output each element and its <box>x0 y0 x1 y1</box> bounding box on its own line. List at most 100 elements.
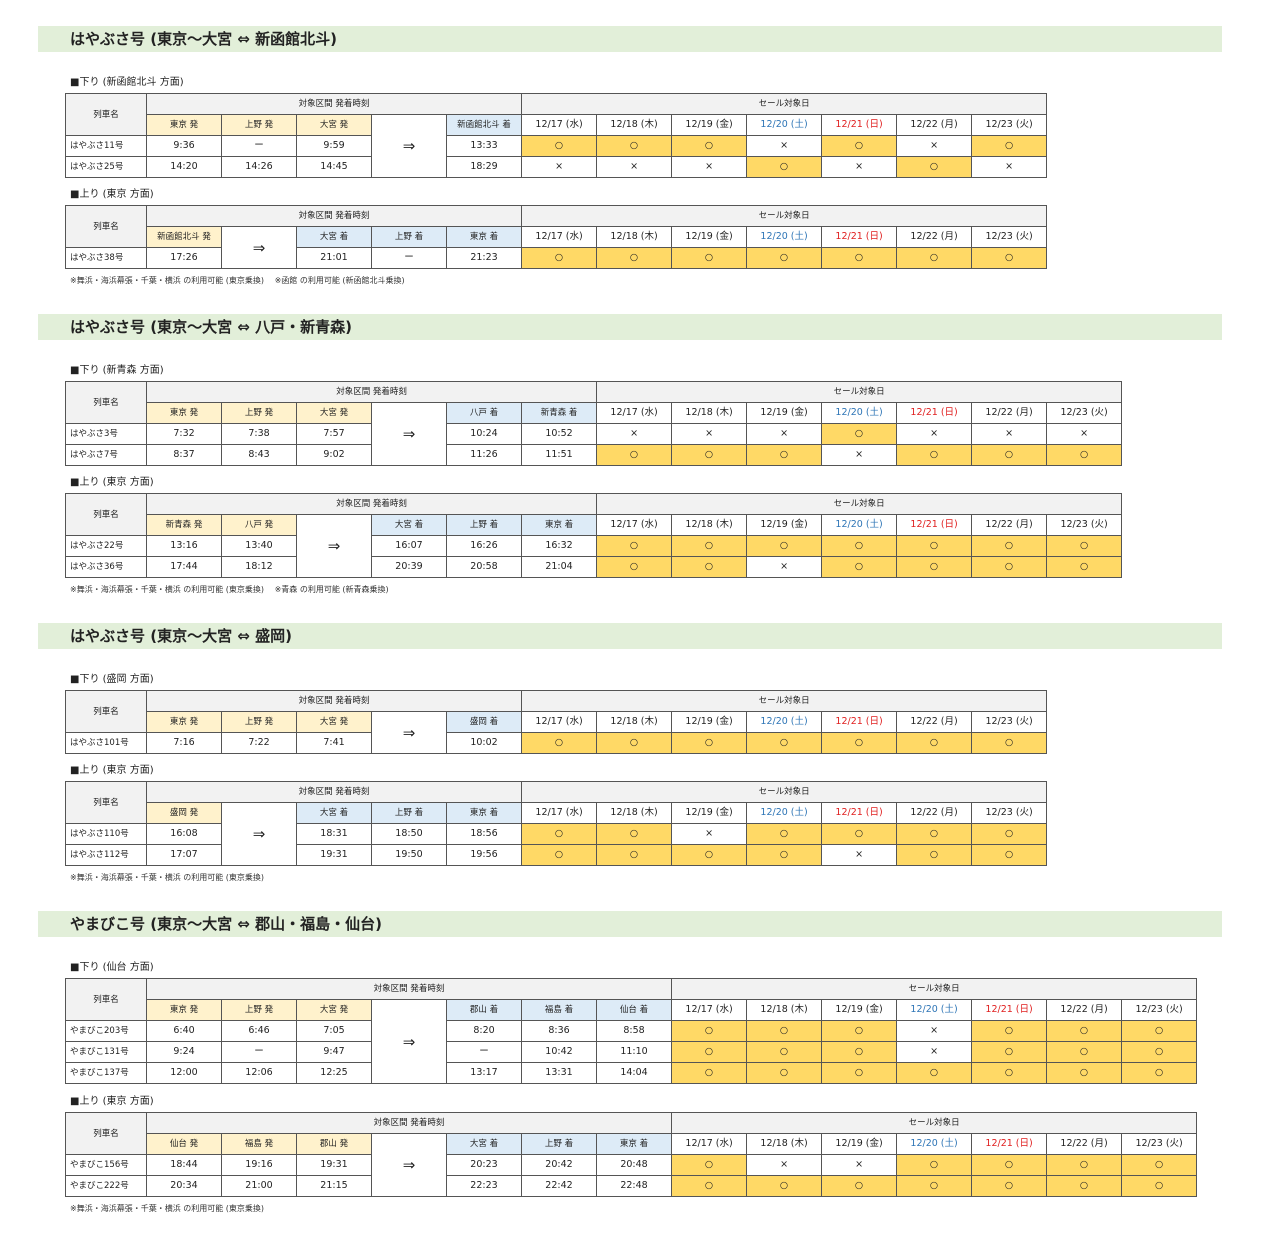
departure-time: 9:59 <box>296 135 372 157</box>
direction-arrow: ⇒ <box>371 711 447 754</box>
sale-availability: ○ <box>821 135 898 157</box>
timetable: 列車名 対象区間 発着時刻 セール対象日 新函館北斗 発 ⇒ 大宮 着上野 着東京 着 12… <box>65 205 1048 269</box>
direction-arrow: ⇒ <box>371 999 447 1084</box>
arrival-station-header: 新函館北斗 着 <box>445 114 523 136</box>
train-name: やまびこ131号 <box>65 1041 147 1063</box>
sale-dates-header: セール対象日 <box>596 381 1123 403</box>
sale-availability: ○ <box>1046 1154 1123 1176</box>
sale-availability: × <box>821 156 898 178</box>
sale-date-header: 12/17 (水) <box>671 999 748 1021</box>
sale-availability: ○ <box>971 1020 1048 1042</box>
arrival-station-header: 東京 着 <box>520 514 598 536</box>
arrival-time: 22:23 <box>446 1175 522 1197</box>
sale-availability: ○ <box>1121 1041 1198 1063</box>
sale-availability: ○ <box>671 556 748 578</box>
sale-availability: ○ <box>1046 1020 1123 1042</box>
sale-date-header: 12/22 (月) <box>1046 1133 1123 1155</box>
departure-time: 7:32 <box>146 423 222 445</box>
timetable: 列車名 対象区間 発着時刻 セール対象日 東京 発上野 発大宮 発 ⇒ 郡山 着福島 着仙… <box>65 978 1198 1084</box>
departure-station-header: 上野 発 <box>221 114 297 136</box>
sale-availability: ○ <box>1121 1175 1198 1197</box>
sale-date-header: 12/18 (木) <box>746 1133 823 1155</box>
sale-availability: ○ <box>821 1020 898 1042</box>
departure-time: 6:46 <box>221 1020 297 1042</box>
sale-availability: × <box>746 556 823 578</box>
table-row: やまびこ222号 20:34 21:00 21:15 22:23 22:42 22:48 ○ ○… <box>65 1175 1198 1197</box>
timetable: 列車名 対象区間 発着時刻 セール対象日 東京 発上野 発大宮 発 ⇒ 盛岡 着 12/17… <box>65 690 1048 754</box>
section-title: はやぶさ号 (東京～大宮 ⇔ 盛岡) <box>38 623 1222 649</box>
sale-availability: ○ <box>521 135 598 157</box>
departure-station-header: 東京 発 <box>146 711 222 733</box>
timetable-header: 対象区間 発着時刻 <box>145 781 523 803</box>
sale-date-header: 12/20 (土) <box>896 1133 973 1155</box>
departure-station-header: 大宮 発 <box>296 999 372 1021</box>
table-row: はやぶさ25号 14:20 14:26 14:45 18:29 × × × ○ × ○ × <box>65 156 1048 178</box>
train-name: はやぶさ25号 <box>65 156 147 178</box>
sale-dates-header: セール対象日 <box>521 205 1048 227</box>
sale-availability: × <box>671 823 748 845</box>
departure-time: 19:31 <box>296 1154 372 1176</box>
arrival-station-header: 東京 着 <box>445 802 523 824</box>
sale-date-header: 12/18 (木) <box>671 514 748 536</box>
footnote: ※舞浜・海浜幕張・千葉・横浜 の利用可能 (東京乗換) ※青森 の利用可能 (新… <box>70 585 389 594</box>
sale-date-header: 12/18 (木) <box>596 226 673 248</box>
arrival-time: 11:10 <box>595 1041 673 1063</box>
train-name-header: 列車名 <box>65 381 147 424</box>
sale-availability: ○ <box>746 247 823 269</box>
sale-date-header: 12/18 (木) <box>671 402 748 424</box>
sale-availability: ○ <box>971 1062 1048 1084</box>
sale-availability: ○ <box>971 247 1048 269</box>
train-name-header: 列車名 <box>65 781 147 824</box>
train-name: はやぶさ38号 <box>65 247 147 269</box>
table-row: はやぶさ38号 17:26 21:01 ー 21:23 ○ ○ ○ ○ ○ ○ ○ <box>65 247 1048 269</box>
arrival-time: 20:23 <box>446 1154 522 1176</box>
departure-station-header: 上野 発 <box>221 711 297 733</box>
departure-station-header: 大宮 発 <box>296 114 372 136</box>
sale-availability: ○ <box>671 732 748 754</box>
sale-availability: × <box>521 156 598 178</box>
departure-station-header: 上野 発 <box>221 402 297 424</box>
departure-time: 7:22 <box>221 732 297 754</box>
direction-arrow: ⇒ <box>371 114 447 178</box>
arrival-station-header: 仙台 着 <box>595 999 673 1021</box>
train-name: はやぶさ110号 <box>65 823 147 845</box>
sale-availability: × <box>971 423 1048 445</box>
timetable: 列車名 対象区間 発着時刻 セール対象日 東京 発上野 発大宮 発 ⇒ 新函館北斗 着 12… <box>65 93 1048 178</box>
sale-availability: ○ <box>596 844 673 866</box>
sale-date-header: 12/23 (火) <box>1046 514 1123 536</box>
train-name: はやぶさ7号 <box>65 444 147 466</box>
direction-arrow: ⇒ <box>371 1133 447 1197</box>
sale-availability: ○ <box>671 1154 748 1176</box>
arrival-time: 13:31 <box>521 1062 597 1084</box>
sale-date-header: 12/18 (木) <box>596 711 673 733</box>
arrival-time: 10:02 <box>445 732 523 754</box>
arrival-time: 20:48 <box>595 1154 673 1176</box>
sale-availability: ○ <box>671 1020 748 1042</box>
sale-availability: ○ <box>596 444 673 466</box>
arrival-time: 21:23 <box>445 247 523 269</box>
arrival-station-header: 大宮 着 <box>296 226 372 248</box>
sale-availability: ○ <box>1046 444 1123 466</box>
sale-availability: ○ <box>521 732 598 754</box>
arrival-time: 13:33 <box>445 135 523 157</box>
timetable: 列車名 対象区間 発着時刻 セール対象日 仙台 発福島 発郡山 発 ⇒ 大宮 着上野 着東… <box>65 1112 1198 1197</box>
departure-time: 7:57 <box>296 423 372 445</box>
sale-availability: ○ <box>821 1041 898 1063</box>
sale-availability: ○ <box>896 823 973 845</box>
departure-time: 7:05 <box>296 1020 372 1042</box>
footnote: ※舞浜・海浜幕張・千葉・横浜 の利用可能 (東京乗換) ※函館 の利用可能 (新… <box>70 276 405 285</box>
departure-time: 7:16 <box>146 732 222 754</box>
departure-time: 9:36 <box>146 135 222 157</box>
sale-availability: ○ <box>971 1041 1048 1063</box>
sale-availability: ○ <box>671 1041 748 1063</box>
departure-time: 21:00 <box>221 1175 297 1197</box>
sale-date-header: 12/22 (月) <box>896 226 973 248</box>
sale-date-header: 12/19 (金) <box>746 402 823 424</box>
sale-availability: ○ <box>971 1154 1048 1176</box>
sale-availability: ○ <box>821 423 898 445</box>
sale-availability: ○ <box>971 732 1048 754</box>
sale-availability: ○ <box>746 732 823 754</box>
train-name-header: 列車名 <box>65 205 147 248</box>
sale-availability: ○ <box>971 535 1048 557</box>
table-subtitle: ■下り (新青森 方面) <box>70 365 164 376</box>
